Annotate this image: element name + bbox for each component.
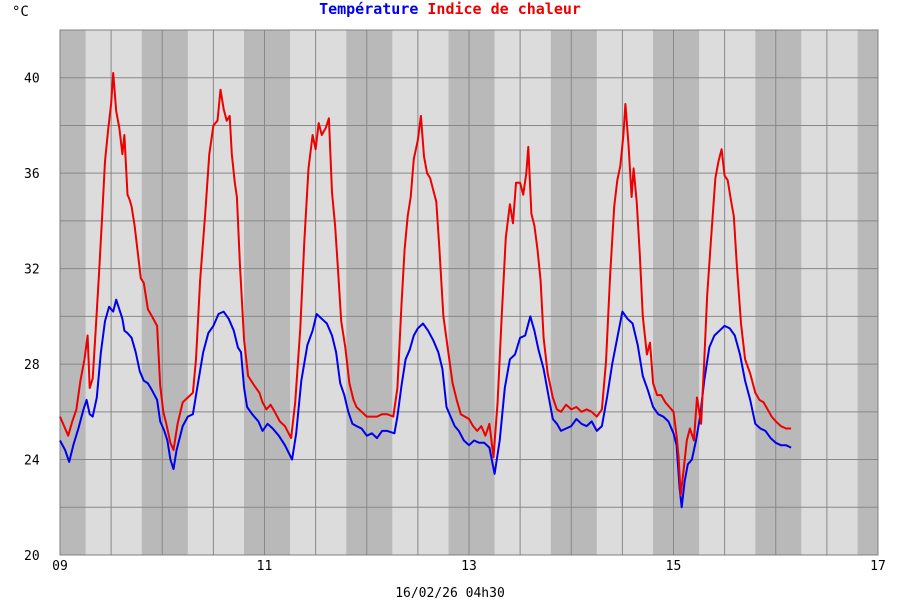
x-tick-label: 15 — [666, 559, 682, 574]
y-tick-label: 36 — [24, 167, 40, 182]
plot-frame — [59, 29, 879, 556]
series-layer — [59, 72, 792, 509]
y-axis: 20 24 28 32 36 40 — [24, 72, 40, 564]
x-tick-label: 13 — [461, 559, 477, 574]
series-line-heat-index — [59, 72, 792, 497]
night-band — [755, 30, 802, 555]
grid-lines — [60, 30, 878, 555]
x-tick-label: 11 — [257, 559, 273, 574]
series-line-temperature — [59, 298, 792, 509]
night-band — [857, 30, 878, 555]
night-band — [141, 30, 188, 555]
x-tick-label: 09 — [52, 559, 68, 574]
y-tick-label: 32 — [24, 263, 40, 278]
x-axis: 09 11 13 15 17 — [52, 559, 886, 574]
y-tick-label: 24 — [24, 454, 40, 469]
timestamp-label: 16/02/26 04h30 — [395, 586, 505, 600]
night-band — [550, 30, 597, 555]
night-band — [244, 30, 291, 555]
night-band — [346, 30, 393, 555]
legend: Température Indice de chaleur — [319, 0, 581, 18]
night-band — [60, 30, 86, 555]
night-band — [653, 30, 700, 555]
x-tick-label: 17 — [870, 559, 886, 574]
y-tick-label: 28 — [24, 358, 40, 373]
legend-temperature: Température — [319, 0, 418, 18]
y-tick-label: 40 — [24, 72, 40, 87]
y-tick-label: 20 — [24, 549, 40, 564]
legend-heat-index: Indice de chaleur — [427, 0, 581, 18]
y-unit-label: °C — [12, 4, 29, 20]
night-band — [448, 30, 495, 555]
